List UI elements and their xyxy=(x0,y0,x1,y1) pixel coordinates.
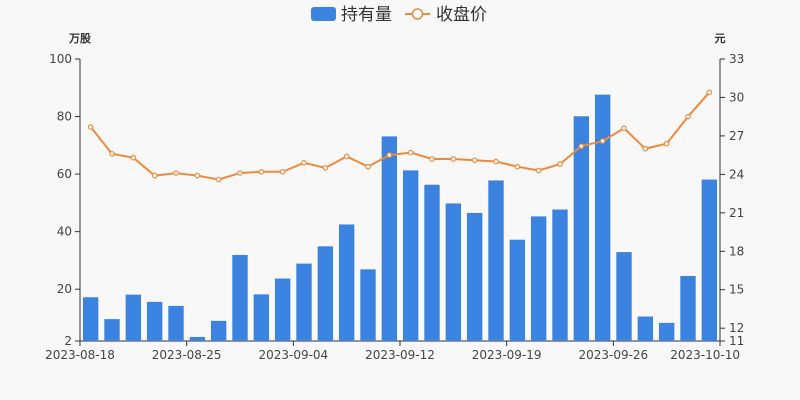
bar-holdings xyxy=(317,246,334,341)
close-price-point xyxy=(471,157,478,164)
left-axis-tick-label: 20 xyxy=(57,282,72,296)
bar-holdings xyxy=(82,297,99,341)
bar-holdings xyxy=(381,136,398,341)
bar-holdings xyxy=(680,275,696,341)
left-axis-tick-label: 40 xyxy=(57,225,72,239)
legend-line-marker xyxy=(411,8,424,20)
right-axis-tick-label: 27 xyxy=(729,129,744,143)
right-axis-tick-label: 18 xyxy=(729,244,744,258)
bar-holdings xyxy=(104,319,120,341)
bar-holdings xyxy=(189,336,206,341)
close-price-point xyxy=(578,143,585,149)
bar-holdings xyxy=(253,294,270,341)
bar-holdings xyxy=(573,116,590,341)
close-price-point xyxy=(322,165,329,171)
bar-series-holdings xyxy=(82,94,718,341)
bar-holdings xyxy=(338,224,355,341)
bar-holdings xyxy=(594,94,611,341)
close-price-point xyxy=(535,167,542,174)
right-axis-unit: 元 xyxy=(715,32,726,45)
x-axis-tick-label: 2023-08-25 xyxy=(152,348,222,362)
close-price-point xyxy=(621,125,627,132)
bar-holdings xyxy=(445,203,462,341)
close-price-point xyxy=(194,172,201,179)
left-axis-tick-label: 60 xyxy=(57,167,72,181)
close-price-point xyxy=(215,176,222,183)
bar-holdings xyxy=(125,294,142,341)
bar-holdings xyxy=(168,305,184,341)
close-price-point xyxy=(493,158,499,165)
close-price-point xyxy=(663,140,670,147)
close-price-point xyxy=(109,151,115,157)
close-price-point xyxy=(343,153,350,160)
bar-holdings xyxy=(402,170,419,341)
close-price-point xyxy=(557,161,563,167)
bar-holdings xyxy=(488,180,504,341)
legend-label-close-price: 收盘价 xyxy=(436,5,487,25)
bar-holdings xyxy=(637,316,654,341)
bar-holdings xyxy=(616,252,632,341)
x-axis-tick-label: 2023-09-04 xyxy=(258,348,328,362)
close-price-point xyxy=(514,163,521,170)
bar-holdings xyxy=(146,301,163,341)
bar-holdings xyxy=(360,269,376,341)
close-price-point xyxy=(706,89,713,96)
left-axis-tick-label: 80 xyxy=(57,110,72,124)
bar-holdings xyxy=(466,212,483,341)
right-axis-tick-label: 24 xyxy=(729,167,744,181)
right-axis-tick-label: 33 xyxy=(729,52,744,66)
bar-holdings xyxy=(530,216,547,341)
close-price-point xyxy=(386,152,393,158)
right-axis-tick-label: 30 xyxy=(729,90,744,104)
bar-holdings xyxy=(232,254,248,341)
x-axis-tick-label: 2023-08-18 xyxy=(45,348,115,362)
close-price-point xyxy=(599,138,606,144)
x-axis-tick-label: 2023-09-12 xyxy=(365,348,435,362)
line-series-close-price xyxy=(87,89,713,183)
close-price-point xyxy=(429,156,435,162)
bar-holdings xyxy=(274,278,291,341)
chart-legend: 持有量 收盘价 xyxy=(311,5,487,25)
close-price-point xyxy=(685,113,691,120)
left-axis-tick-label: 2 xyxy=(64,334,72,348)
close-price-point xyxy=(407,149,414,156)
bar-holdings xyxy=(658,322,675,341)
right-axis-tick-label: 15 xyxy=(729,283,744,297)
right-axis-tick-label: 21 xyxy=(729,206,744,220)
x-axis-tick-label: 2023-09-19 xyxy=(472,348,542,362)
right-axis-tick-label: 12 xyxy=(729,321,744,335)
close-price-point xyxy=(642,145,649,152)
bar-holdings xyxy=(296,263,312,341)
legend-label-holdings: 持有量 xyxy=(341,5,392,25)
left-axis: 100 80 60 40 20 2 xyxy=(49,52,81,348)
close-price-point xyxy=(130,154,137,161)
bar-holdings xyxy=(210,320,227,341)
close-price-point xyxy=(258,169,265,175)
bar-holdings xyxy=(424,184,440,341)
bar-holdings xyxy=(509,239,526,341)
close-price-line xyxy=(89,91,711,181)
close-price-point xyxy=(279,169,286,175)
x-axis-tick-label: 2023-09-26 xyxy=(578,348,648,362)
close-price-point xyxy=(301,160,307,166)
bar-holdings xyxy=(552,209,568,341)
bar-holdings xyxy=(701,179,718,341)
close-price-point xyxy=(173,170,179,176)
left-axis-tick-label: 100 xyxy=(49,52,72,66)
right-axis-tick-label: 11 xyxy=(729,334,744,348)
close-price-point xyxy=(365,163,371,170)
close-price-point xyxy=(450,156,457,162)
close-price-point xyxy=(151,172,158,179)
legend-bar-swatch xyxy=(311,7,336,21)
close-price-point xyxy=(87,124,94,130)
close-price-point xyxy=(237,170,243,176)
left-axis-unit: 万股 xyxy=(68,32,92,45)
x-axis-tick-label: 2023-10-10 xyxy=(670,348,740,362)
x-axis: 2023-08-18 2023-08-25 2023-09-04 2023-09-12… xyxy=(45,340,740,362)
